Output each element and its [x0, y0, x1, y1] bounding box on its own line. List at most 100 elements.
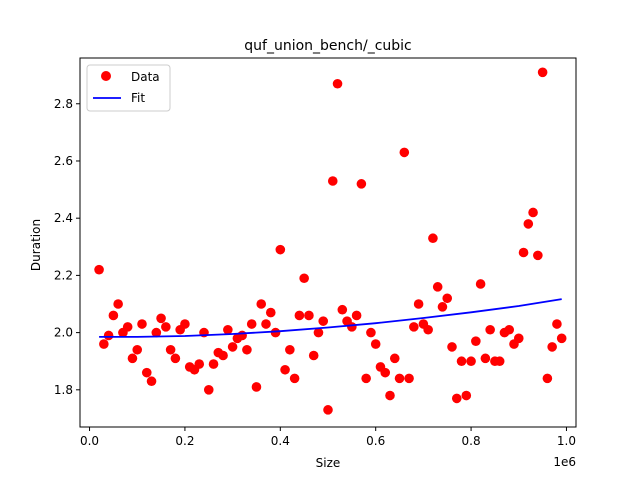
- data-point: [533, 250, 543, 261]
- fit-line: [99, 298, 562, 338]
- data-point: [127, 353, 138, 364]
- data-point: [280, 364, 290, 375]
- x-tick-label: 0.4: [271, 434, 290, 448]
- data-point: [170, 353, 181, 364]
- data-point: [556, 333, 567, 344]
- data-point: [356, 179, 367, 189]
- data-point: [513, 333, 524, 344]
- legend-data-label: Data: [131, 70, 160, 84]
- data-point: [327, 176, 338, 186]
- data-point: [242, 344, 252, 355]
- y-tick-label: 2.2: [54, 268, 73, 282]
- y-tick-label: 1.8: [54, 383, 73, 397]
- data-point: [347, 322, 357, 332]
- y-tick-label: 2.6: [54, 154, 73, 168]
- data-point: [399, 147, 410, 158]
- data-point: [304, 310, 314, 321]
- legend-data-marker: [101, 71, 111, 81]
- data-point: [485, 324, 495, 335]
- data-point: [437, 302, 448, 312]
- data-point: [542, 373, 553, 384]
- data-point: [389, 353, 400, 364]
- data-point: [151, 327, 162, 338]
- data-point: [480, 353, 491, 364]
- data-point: [547, 342, 557, 352]
- x-tick-label: 0.8: [462, 434, 481, 448]
- data-point: [122, 322, 133, 332]
- y-axis: 1.8 2.0 2.2 2.4 2.6 2.8: [54, 97, 80, 397]
- data-point: [261, 319, 271, 329]
- data-point: [504, 324, 515, 335]
- data-point: [265, 307, 276, 318]
- data-point: [275, 244, 286, 255]
- data-point: [366, 327, 376, 338]
- data-point: [332, 78, 343, 89]
- data-point: [528, 207, 538, 218]
- data-point: [323, 405, 333, 415]
- data-point: [246, 319, 257, 329]
- plot-frame: [79, 57, 577, 428]
- plot-marks: [94, 67, 567, 415]
- y-tick-label: 2.0: [54, 326, 73, 340]
- data-point: [299, 273, 309, 284]
- data-point: [523, 219, 534, 229]
- data-point: [413, 299, 424, 309]
- data-point: [103, 330, 114, 341]
- y-tick-label: 2.4: [54, 211, 73, 225]
- data-point: [218, 350, 228, 361]
- data-point: [380, 367, 391, 378]
- data-point: [409, 322, 419, 332]
- data-point: [471, 336, 481, 346]
- x-tick-label: 0.0: [80, 434, 99, 448]
- data-point: [461, 390, 472, 401]
- data-point: [108, 310, 119, 321]
- data-point: [494, 356, 505, 367]
- data-point: [385, 390, 395, 401]
- legend: Data Fit: [86, 64, 171, 112]
- data-point: [361, 373, 371, 384]
- legend-fit-label: Fit: [131, 91, 145, 105]
- x-axis-label: Size: [316, 456, 341, 470]
- data-point: [180, 319, 190, 329]
- x-tick-label: 0.6: [366, 434, 385, 448]
- data-point: [370, 339, 381, 349]
- x-tick-label: 1.0: [557, 434, 576, 448]
- data-point: [447, 342, 457, 352]
- data-point: [94, 264, 104, 275]
- x-axis: 0.0 0.2 0.4 0.6 0.8 1.0: [80, 427, 576, 448]
- data-point: [423, 324, 433, 335]
- y-tick-label: 2.8: [54, 97, 73, 111]
- fit-layer: [99, 298, 562, 338]
- data-point: [156, 313, 166, 324]
- data-point: [432, 282, 443, 292]
- data-point: [132, 344, 143, 355]
- data-point: [237, 330, 247, 341]
- data-point: [552, 319, 562, 329]
- data-point: [351, 310, 362, 321]
- data-point: [99, 339, 109, 349]
- data-point: [161, 322, 171, 332]
- data-point: [223, 324, 233, 335]
- data-point: [537, 67, 548, 78]
- y-axis-label: Duration: [29, 219, 43, 271]
- data-point: [113, 299, 123, 309]
- data-point: [165, 344, 176, 355]
- data-point: [270, 327, 281, 338]
- data-point: [294, 310, 305, 321]
- data-point: [404, 373, 414, 384]
- data-point: [518, 247, 529, 258]
- data-point: [137, 319, 147, 329]
- data-point: [428, 233, 438, 244]
- chart-title: quf_union_bench/_cubic: [244, 38, 411, 54]
- data-point: [203, 385, 214, 395]
- data-point: [285, 344, 295, 355]
- data-point: [141, 367, 152, 378]
- data-point: [466, 356, 476, 367]
- data-point: [251, 382, 262, 392]
- data-point: [456, 356, 467, 367]
- data-point: [194, 359, 205, 369]
- data-point: [227, 342, 238, 352]
- data-point: [451, 393, 462, 404]
- data-point: [256, 299, 267, 309]
